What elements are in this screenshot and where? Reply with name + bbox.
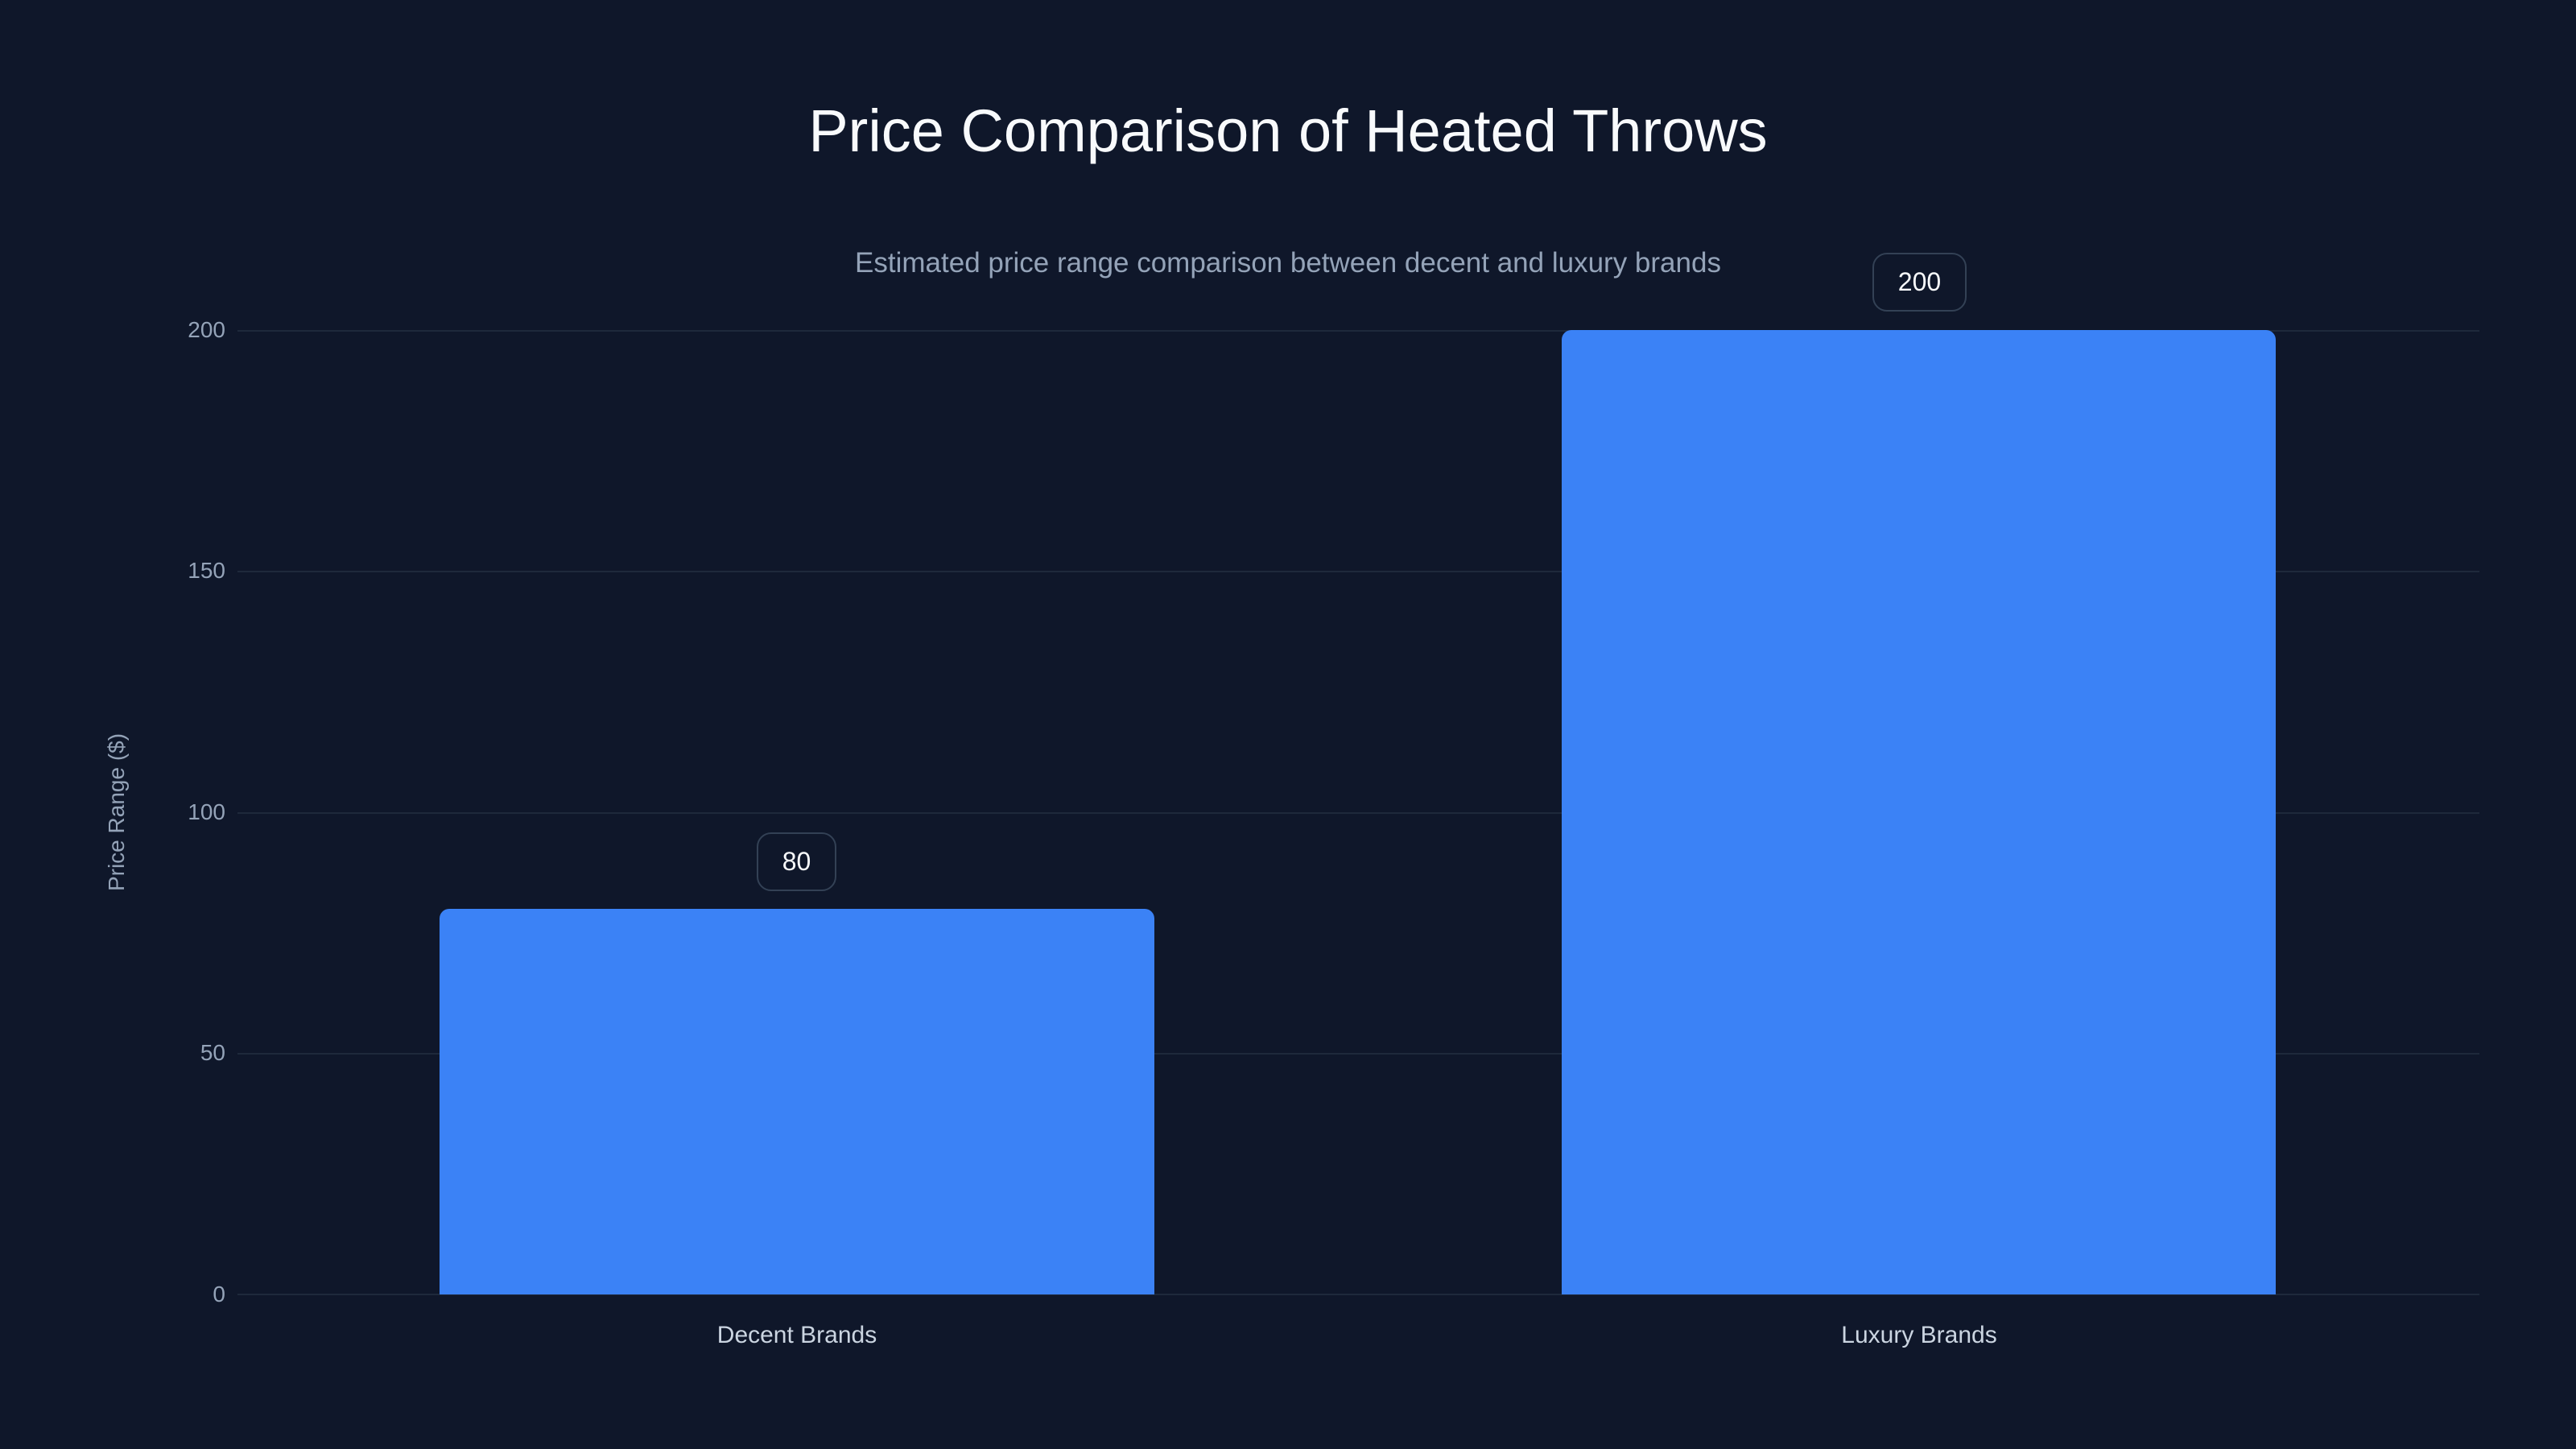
gridline-150 [237,571,2479,572]
y-tick-50: 50 [200,1040,225,1065]
gridline-50 [237,1053,2479,1055]
y-tick-0: 0 [213,1282,225,1307]
data-label-luxury-brands: 200 [1872,253,1967,312]
plot-area: 80 200 [237,253,2479,1295]
x-label-luxury-brands: Luxury Brands [1841,1322,1997,1348]
chart-title: Price Comparison of Heated Throws [808,97,1768,164]
gridline-0 [237,1294,2479,1295]
gridline-200 [237,330,2479,332]
y-tick-200: 200 [188,317,225,342]
chart-subtitle: Estimated price range comparison between… [855,247,1721,279]
bar-luxury-brands[interactable] [1562,330,2276,1294]
y-axis-label: Price Range ($) [104,733,129,892]
gridline-100 [237,812,2479,814]
x-label-decent-brands: Decent Brands [716,1322,877,1348]
data-label-decent-brands: 80 [757,832,836,891]
y-tick-100: 100 [188,799,225,824]
bar-decent-brands[interactable] [440,909,1154,1294]
y-tick-150: 150 [188,558,225,583]
